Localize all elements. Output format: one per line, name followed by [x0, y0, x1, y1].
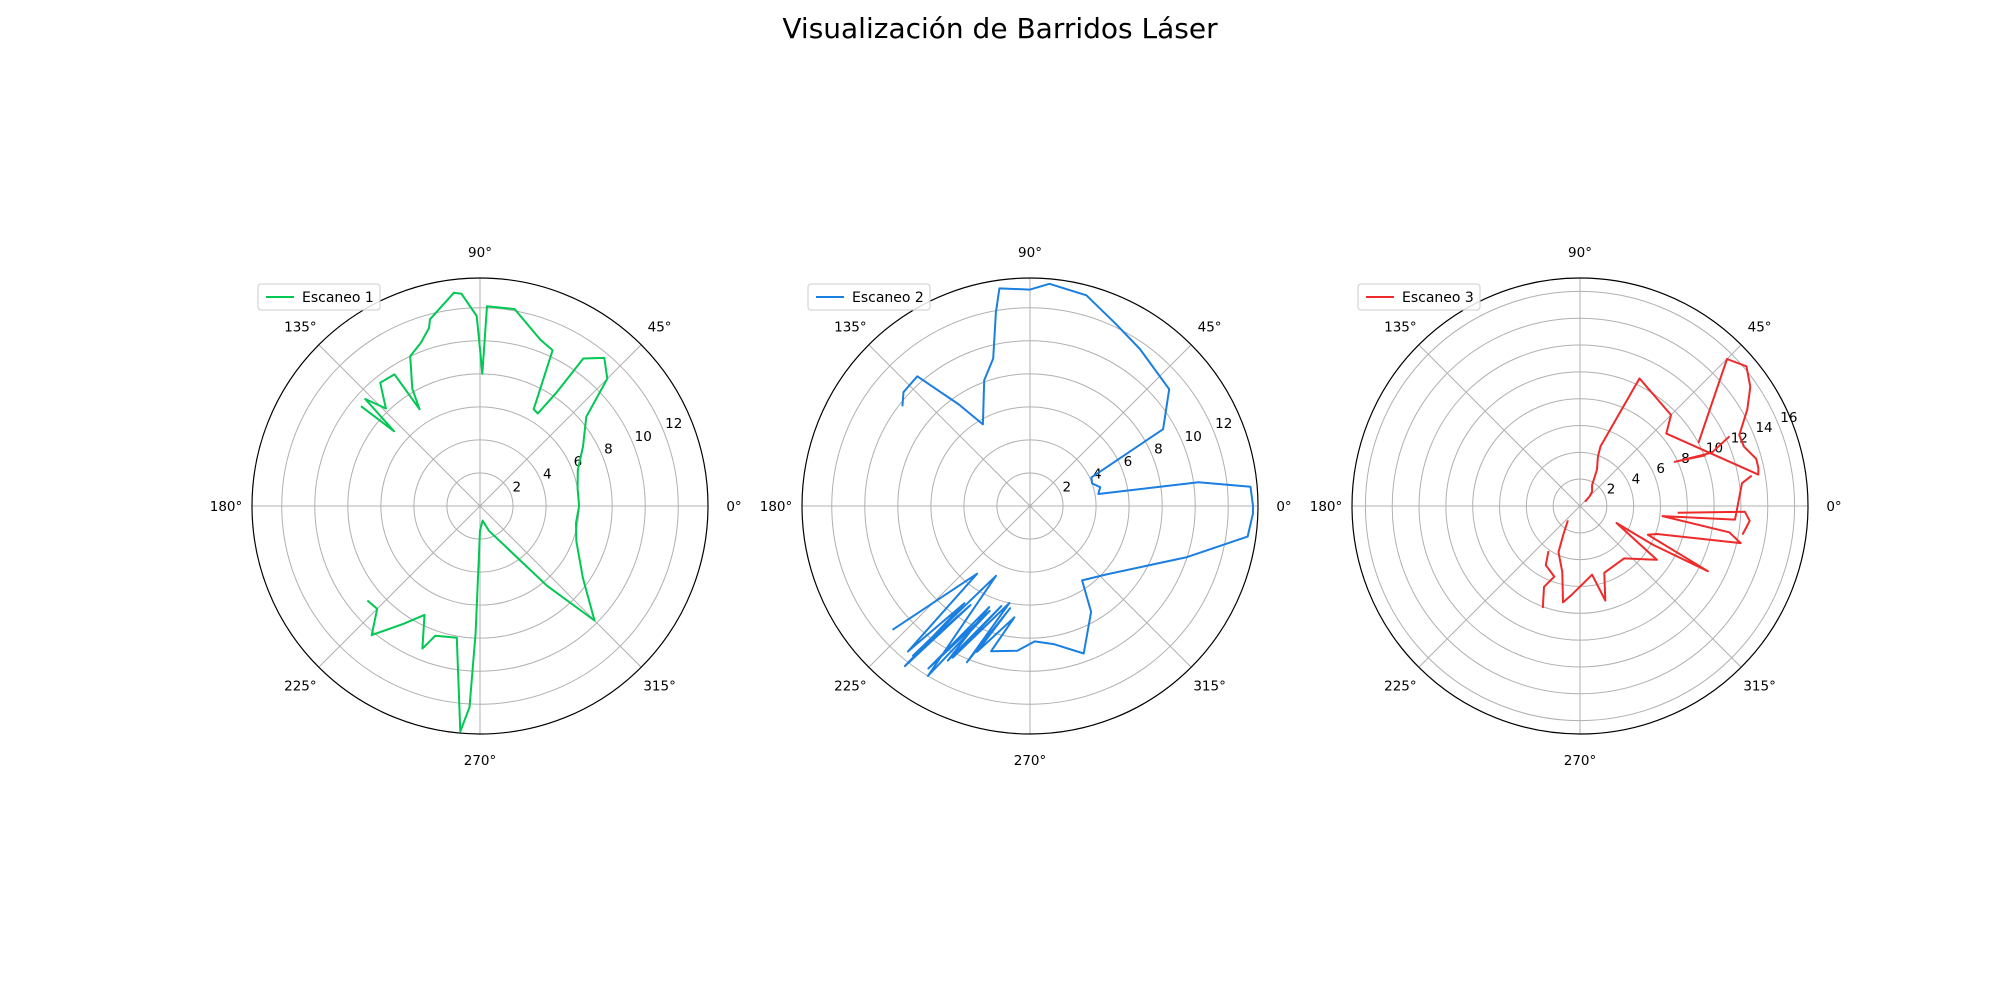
theta-grid-line — [1418, 505, 1581, 668]
r-tick-label: 12 — [665, 416, 682, 432]
theta-tick-label: 135° — [284, 319, 317, 335]
theta-tick-label: 90° — [468, 245, 492, 261]
theta-tick-label: 270° — [1564, 753, 1597, 769]
theta-tick-label: 180° — [760, 499, 793, 515]
theta-tick-label: 225° — [1384, 679, 1417, 695]
theta-tick-label: 135° — [1384, 319, 1417, 335]
theta-tick-label: 90° — [1018, 245, 1042, 261]
polar-chart-1: 2 4 6 8 10 12 0° 45° 90° 135° 180° 225° 270° 315° Esca… — [210, 245, 742, 769]
figure-title: Visualización de Barridos Láser — [782, 12, 1218, 45]
theta-tick-label: 315° — [1743, 679, 1776, 695]
theta-tick-label: 180° — [210, 499, 243, 515]
series-line-escaneo-2 — [891, 282, 1254, 677]
legend: Escaneo 3 — [1357, 283, 1481, 311]
legend: Escaneo 1 — [257, 283, 381, 311]
theta-tick-label: 45° — [1198, 319, 1222, 335]
r-tick-label: 6 — [574, 454, 583, 470]
theta-grid-line — [318, 505, 481, 668]
theta-grid-line — [479, 505, 642, 668]
r-tick-label: 10 — [1185, 429, 1202, 445]
series-line-escaneo-1 — [360, 291, 609, 733]
r-tick-label: 8 — [1154, 441, 1163, 457]
r-tick-label: 4 — [1632, 471, 1641, 487]
theta-tick-label: 225° — [834, 679, 867, 695]
theta-tick-label: 90° — [1568, 245, 1592, 261]
theta-tick-label: 270° — [464, 753, 497, 769]
r-tick-label: 2 — [513, 479, 522, 495]
theta-grid-line — [1029, 505, 1192, 668]
r-tick-label: 16 — [1780, 410, 1797, 426]
r-tick-label: 4 — [1093, 467, 1102, 483]
r-tick-label: 4 — [543, 467, 552, 483]
legend-label: Escaneo 2 — [852, 290, 924, 306]
theta-grid-line — [1029, 344, 1192, 507]
r-tick-label: 2 — [1063, 479, 1072, 495]
polar-frame — [1351, 277, 1809, 735]
theta-tick-label: 0° — [1826, 499, 1841, 515]
series-line-escaneo-3 — [1541, 358, 1760, 609]
theta-tick-label: 225° — [284, 679, 317, 695]
theta-grid-line — [1579, 344, 1742, 507]
polar-frame — [251, 277, 709, 735]
r-tick-label: 6 — [1124, 454, 1133, 470]
r-tick-label: 10 — [635, 429, 652, 445]
r-tick-label: 2 — [1607, 482, 1616, 498]
theta-grid-line — [1418, 344, 1581, 507]
theta-tick-label: 45° — [648, 319, 672, 335]
r-tick-label: 14 — [1755, 420, 1772, 436]
theta-tick-label: 315° — [643, 679, 676, 695]
legend-box — [1357, 283, 1481, 311]
legend-box — [807, 283, 931, 311]
r-tick-label: 6 — [1656, 461, 1665, 477]
r-tick-label: 12 — [1731, 430, 1748, 446]
r-tick-label: 12 — [1215, 416, 1232, 432]
polar-chart-3: 2468101214160°45°90°135°180°225°270°315°… — [1310, 245, 1842, 769]
polar-frame — [801, 277, 1259, 735]
theta-tick-label: 180° — [1310, 499, 1343, 515]
theta-grid-line — [479, 344, 642, 507]
polar-chart-2: 2 4 6 8 10 12 0° 45° 90° 135° 180° 225° 270° 315° Esca… — [760, 245, 1292, 769]
r-tick-label: 8 — [604, 441, 613, 457]
theta-grid-line — [868, 505, 1031, 668]
theta-grid-line — [868, 344, 1031, 507]
theta-tick-label: 0° — [726, 499, 741, 515]
legend-label: Escaneo 3 — [1402, 290, 1474, 306]
theta-tick-label: 315° — [1193, 679, 1226, 695]
theta-tick-label: 135° — [834, 319, 867, 335]
legend: Escaneo 2 — [807, 283, 931, 311]
theta-grid-line — [1579, 505, 1742, 668]
theta-grid-line — [318, 344, 481, 507]
legend-label: Escaneo 1 — [302, 290, 374, 306]
legend-box — [257, 283, 381, 311]
theta-tick-label: 270° — [1014, 753, 1047, 769]
theta-tick-label: 45° — [1748, 319, 1772, 335]
theta-tick-label: 0° — [1276, 499, 1291, 515]
